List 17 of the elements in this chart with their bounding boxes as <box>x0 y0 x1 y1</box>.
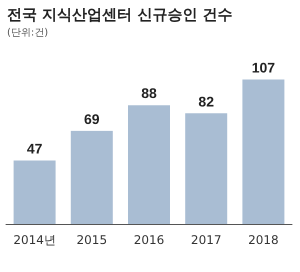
x-tick-label: 2018 <box>248 233 279 247</box>
bar <box>14 160 56 224</box>
data-label: 69 <box>84 110 100 127</box>
data-label: 82 <box>198 93 214 110</box>
bar <box>185 113 228 224</box>
x-tick-label: 2015 <box>76 233 108 247</box>
bar <box>128 105 170 224</box>
x-tick-label: 2016 <box>134 233 164 247</box>
data-label: 88 <box>141 85 157 102</box>
x-tick-label: 2014년 <box>13 233 56 247</box>
bar <box>242 80 284 224</box>
data-label: 47 <box>26 140 43 157</box>
data-label: 107 <box>252 60 276 76</box>
chart-subtitle: (단위:건) <box>7 28 48 38</box>
chart-title: 전국 지식산업센터 신규승인 건수 <box>7 6 233 24</box>
bar <box>70 130 113 224</box>
x-tick-label: 2017 <box>190 233 222 247</box>
